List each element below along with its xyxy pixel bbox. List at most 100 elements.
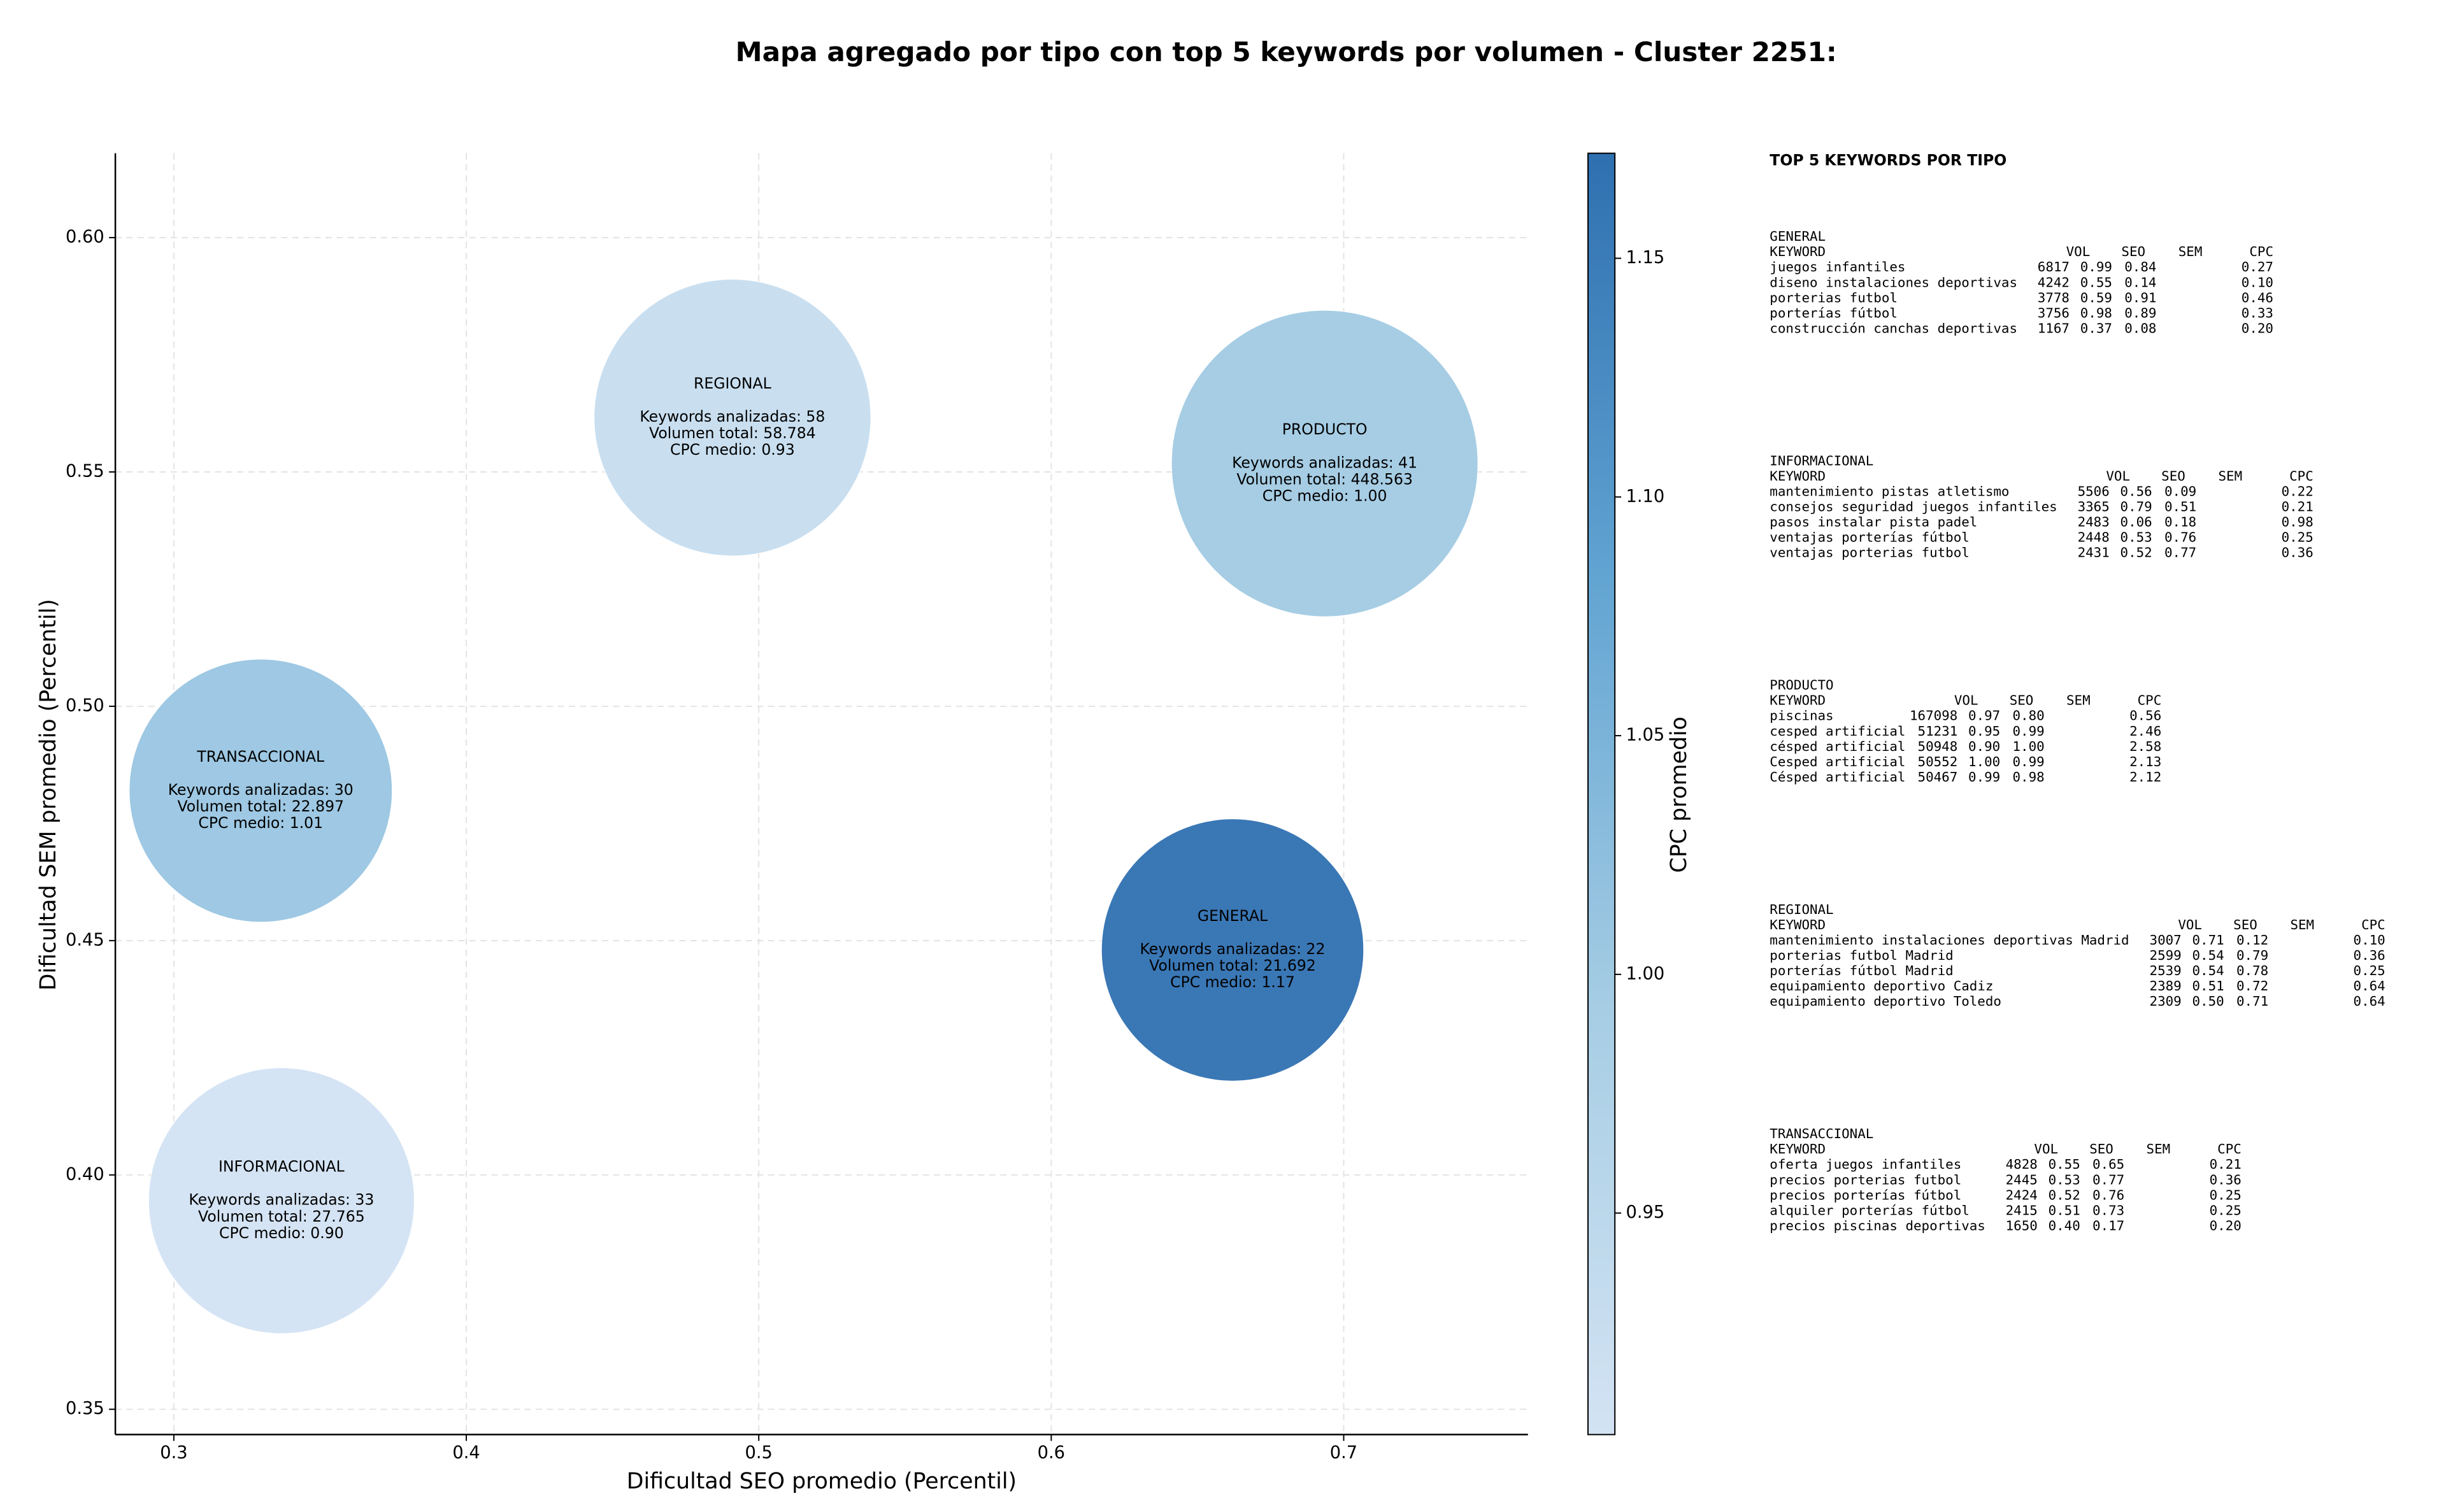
table-cell: 0.51 xyxy=(2164,499,2196,515)
table-cell: 50467 xyxy=(1918,769,1958,785)
table-cell: 0.40 xyxy=(2049,1218,2080,1233)
table-header: CPC xyxy=(2361,917,2385,932)
table-cell: cesped artificial xyxy=(1770,724,1905,739)
table-cell: 4828 xyxy=(2006,1157,2038,1172)
table-cell: 0.65 xyxy=(2092,1157,2124,1172)
table-cell: 0.71 xyxy=(2192,932,2224,948)
section-name: PRODUCTO xyxy=(1770,678,1833,693)
table-cell: 0.25 xyxy=(2354,963,2385,978)
table-cell: 0.64 xyxy=(2354,994,2385,1009)
table-cell: 2448 xyxy=(2078,530,2110,545)
table-cell: 0.33 xyxy=(2242,305,2273,320)
table-cell: 3778 xyxy=(2038,290,2070,305)
bubble xyxy=(1101,818,1364,1082)
table-cell: 0.90 xyxy=(1968,739,2000,754)
table-cell: porterías fútbol xyxy=(1770,305,1898,320)
bubble-annotation: CPC medio: 1.00 xyxy=(1262,487,1387,504)
y-tick-label: 0.45 xyxy=(66,930,104,950)
table-cell: 4242 xyxy=(2038,275,2070,290)
table-cell: 1.00 xyxy=(2013,739,2045,754)
table-cell: Cesped artificial xyxy=(1770,754,1905,769)
table-cell: 0.25 xyxy=(2210,1202,2242,1218)
table-cell: 0.36 xyxy=(2210,1172,2242,1187)
table-header: KEYWORD xyxy=(1770,468,1826,483)
table-cell: 0.73 xyxy=(2092,1202,2124,1218)
table-cell: 0.53 xyxy=(2049,1172,2080,1187)
table-cell: 2.13 xyxy=(2129,754,2161,769)
table-cell: 0.84 xyxy=(2124,259,2156,275)
table-cell: 3756 xyxy=(2038,305,2070,320)
table-cell: 0.14 xyxy=(2124,275,2156,290)
table-header: KEYWORD xyxy=(1770,693,1826,708)
table-cell: 0.10 xyxy=(2354,932,2385,948)
table-cell: 0.91 xyxy=(2124,290,2156,305)
bubble-name: TRANSACCIONAL xyxy=(196,748,324,766)
table-header: VOL xyxy=(2034,1141,2058,1157)
table-header: SEM xyxy=(2147,1141,2171,1157)
x-tick-label: 0.4 xyxy=(452,1443,480,1463)
table-cell: 50552 xyxy=(1918,754,1958,769)
bubble-annotation: CPC medio: 1.01 xyxy=(198,814,323,832)
table-cell: 0.77 xyxy=(2164,545,2196,560)
table-header: CPC xyxy=(2217,1141,2242,1157)
table-cell: precios porterías fútbol xyxy=(1770,1187,1961,1202)
bubble-annotation: Volumen total: 448.563 xyxy=(1236,470,1413,488)
table-cell: 0.25 xyxy=(2282,530,2314,545)
table-header: SEM xyxy=(2178,244,2203,259)
table-cell: 0.59 xyxy=(2080,290,2112,305)
table-cell: 0.55 xyxy=(2049,1157,2080,1172)
x-axis-label: Dificultad SEO promedio (Percentil) xyxy=(627,1469,1017,1494)
table-cell: ventajas porterias futbol xyxy=(1770,545,1969,560)
table-cell: 2.58 xyxy=(2129,739,2161,754)
table-header: SEO xyxy=(2233,917,2257,932)
table-cell: equipamiento deportivo Cadiz xyxy=(1770,978,1993,994)
table-cell: 0.79 xyxy=(2236,948,2268,963)
bubble-name: PRODUCTO xyxy=(1282,420,1368,438)
table-cell: 2539 xyxy=(2150,963,2182,978)
table-cell: 0.20 xyxy=(2242,320,2273,336)
table-cell: 0.21 xyxy=(2210,1157,2242,1172)
table-cell: 3007 xyxy=(2150,932,2182,948)
table-cell: césped artificial xyxy=(1770,739,1905,754)
table-cell: 2424 xyxy=(2006,1187,2038,1202)
table-cell: 2431 xyxy=(2078,545,2110,560)
table-cell: porterias futbol xyxy=(1770,290,1898,305)
bubble-annotation: CPC medio: 1.17 xyxy=(1170,973,1295,991)
table-cell: precios piscinas deportivas xyxy=(1770,1218,1985,1233)
table-cell: 2483 xyxy=(2078,515,2110,530)
table-cell: piscinas xyxy=(1770,708,1833,724)
table-cell: 0.98 xyxy=(2282,515,2314,530)
bubble-annotation: Volumen total: 22.897 xyxy=(177,797,344,815)
table-cell: 0.71 xyxy=(2236,994,2268,1009)
table-cell: 1.00 xyxy=(1968,754,2000,769)
table-header: CPC xyxy=(2289,468,2314,483)
bubble-name: REGIONAL xyxy=(694,374,771,392)
table-cell: mantenimiento pistas atletismo xyxy=(1770,483,2009,499)
table-cell: 50948 xyxy=(1918,739,1958,754)
table-cell: 1650 xyxy=(2006,1218,2038,1233)
x-tick-label: 0.5 xyxy=(745,1443,773,1463)
bubble-annotation: Keywords analizadas: 33 xyxy=(189,1191,374,1209)
bubble-name: GENERAL xyxy=(1198,907,1268,925)
table-cell: 0.50 xyxy=(2192,994,2224,1009)
table-header: VOL xyxy=(2106,468,2130,483)
table-cell: 0.54 xyxy=(2192,963,2224,978)
colorbar xyxy=(1587,152,1616,1436)
table-header: SEO xyxy=(2010,693,2034,708)
table-cell: 0.79 xyxy=(2121,499,2152,515)
table-cell: alquiler porterías fútbol xyxy=(1770,1202,1969,1218)
table-cell: oferta juegos infantiles xyxy=(1770,1157,1961,1172)
table-cell: 0.20 xyxy=(2210,1218,2242,1233)
table-cell: 0.52 xyxy=(2049,1187,2080,1202)
table-cell: construcción canchas deportivas xyxy=(1770,320,2017,336)
table-header: KEYWORD xyxy=(1770,244,1826,259)
table-cell: 0.76 xyxy=(2164,530,2196,545)
table-cell: diseno instalaciones deportivas xyxy=(1770,275,2017,290)
table-header: VOL xyxy=(2066,244,2091,259)
bubble-annotation: Keywords analizadas: 22 xyxy=(1140,940,1326,958)
table-cell: 0.17 xyxy=(2092,1218,2124,1233)
y-tick-label: 0.55 xyxy=(66,462,104,481)
bubble-name: INFORMACIONAL xyxy=(218,1158,345,1176)
bubble-annotation: Keywords analizadas: 30 xyxy=(168,781,354,799)
table-cell: 0.99 xyxy=(2013,754,2045,769)
